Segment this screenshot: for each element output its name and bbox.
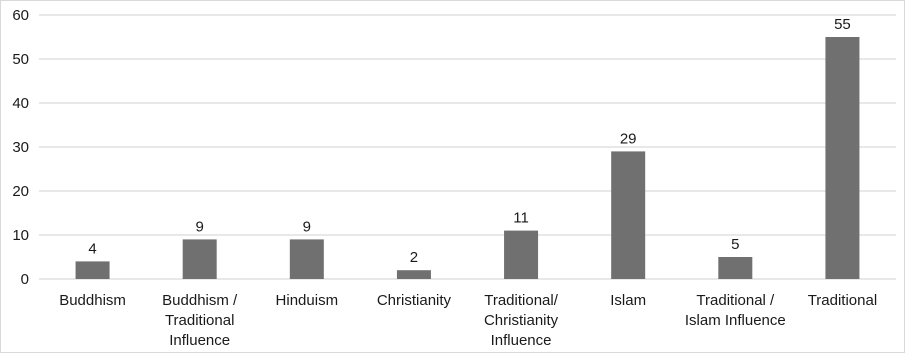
bar-1 [75,261,110,279]
x-category-label: Traditional / [696,292,775,309]
data-label: 55 [834,16,851,33]
y-tick-label: 0 [21,271,29,288]
y-axis-ticks: 0 10 20 30 40 50 60 [12,7,29,288]
gridlines [39,14,896,280]
x-category-label: Hinduism [276,292,339,309]
x-category-label: Influence [169,332,230,349]
data-label: 9 [196,218,204,235]
bars [75,37,860,279]
y-tick-label: 40 [12,95,29,112]
y-tick-label: 60 [12,7,29,24]
bar-8 [825,37,860,279]
y-tick-label: 10 [12,227,29,244]
x-category-label: Christianity [484,312,559,329]
data-label: 2 [410,249,418,266]
bar-3 [289,239,324,279]
y-tick-label: 50 [12,51,29,68]
x-category-label: Influence [491,332,552,349]
data-label: 29 [620,130,637,147]
x-category-label: Islam Influence [685,312,786,329]
x-category-label: Islam [610,292,646,309]
data-label: 9 [303,218,311,235]
bar-5 [504,230,539,279]
x-category-label: Christianity [377,292,452,309]
bar-4 [396,270,431,279]
y-tick-label: 20 [12,183,29,200]
x-axis-categories: Buddhism Buddhism / Traditional Influence Hi… [59,292,877,349]
data-label: 5 [731,236,739,253]
data-label: 11 [513,210,529,227]
data-label: 4 [88,240,96,257]
x-category-label: Buddhism / [162,292,238,309]
bar-2 [182,239,217,279]
bar-7 [718,257,753,279]
y-tick-label: 30 [12,139,29,156]
x-category-label: Traditional/ [484,292,558,309]
x-category-label: Traditional [165,312,234,329]
x-category-label: Traditional [808,292,877,309]
x-category-label: Buddhism [59,292,126,309]
bar-6 [611,151,646,279]
